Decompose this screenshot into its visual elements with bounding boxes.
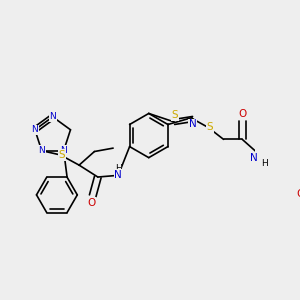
Text: N: N: [189, 119, 196, 130]
Text: N: N: [38, 146, 45, 155]
Text: O: O: [238, 109, 246, 119]
Text: N: N: [49, 112, 56, 121]
Text: O: O: [297, 189, 300, 199]
Text: S: S: [172, 110, 178, 120]
Text: S: S: [59, 150, 65, 160]
Text: S: S: [207, 122, 213, 133]
Text: H: H: [115, 164, 122, 173]
Text: N: N: [32, 125, 38, 134]
Text: N: N: [250, 153, 258, 163]
Text: N: N: [114, 170, 122, 180]
Text: H: H: [261, 159, 268, 168]
Text: O: O: [87, 197, 95, 208]
Text: N: N: [60, 146, 67, 155]
